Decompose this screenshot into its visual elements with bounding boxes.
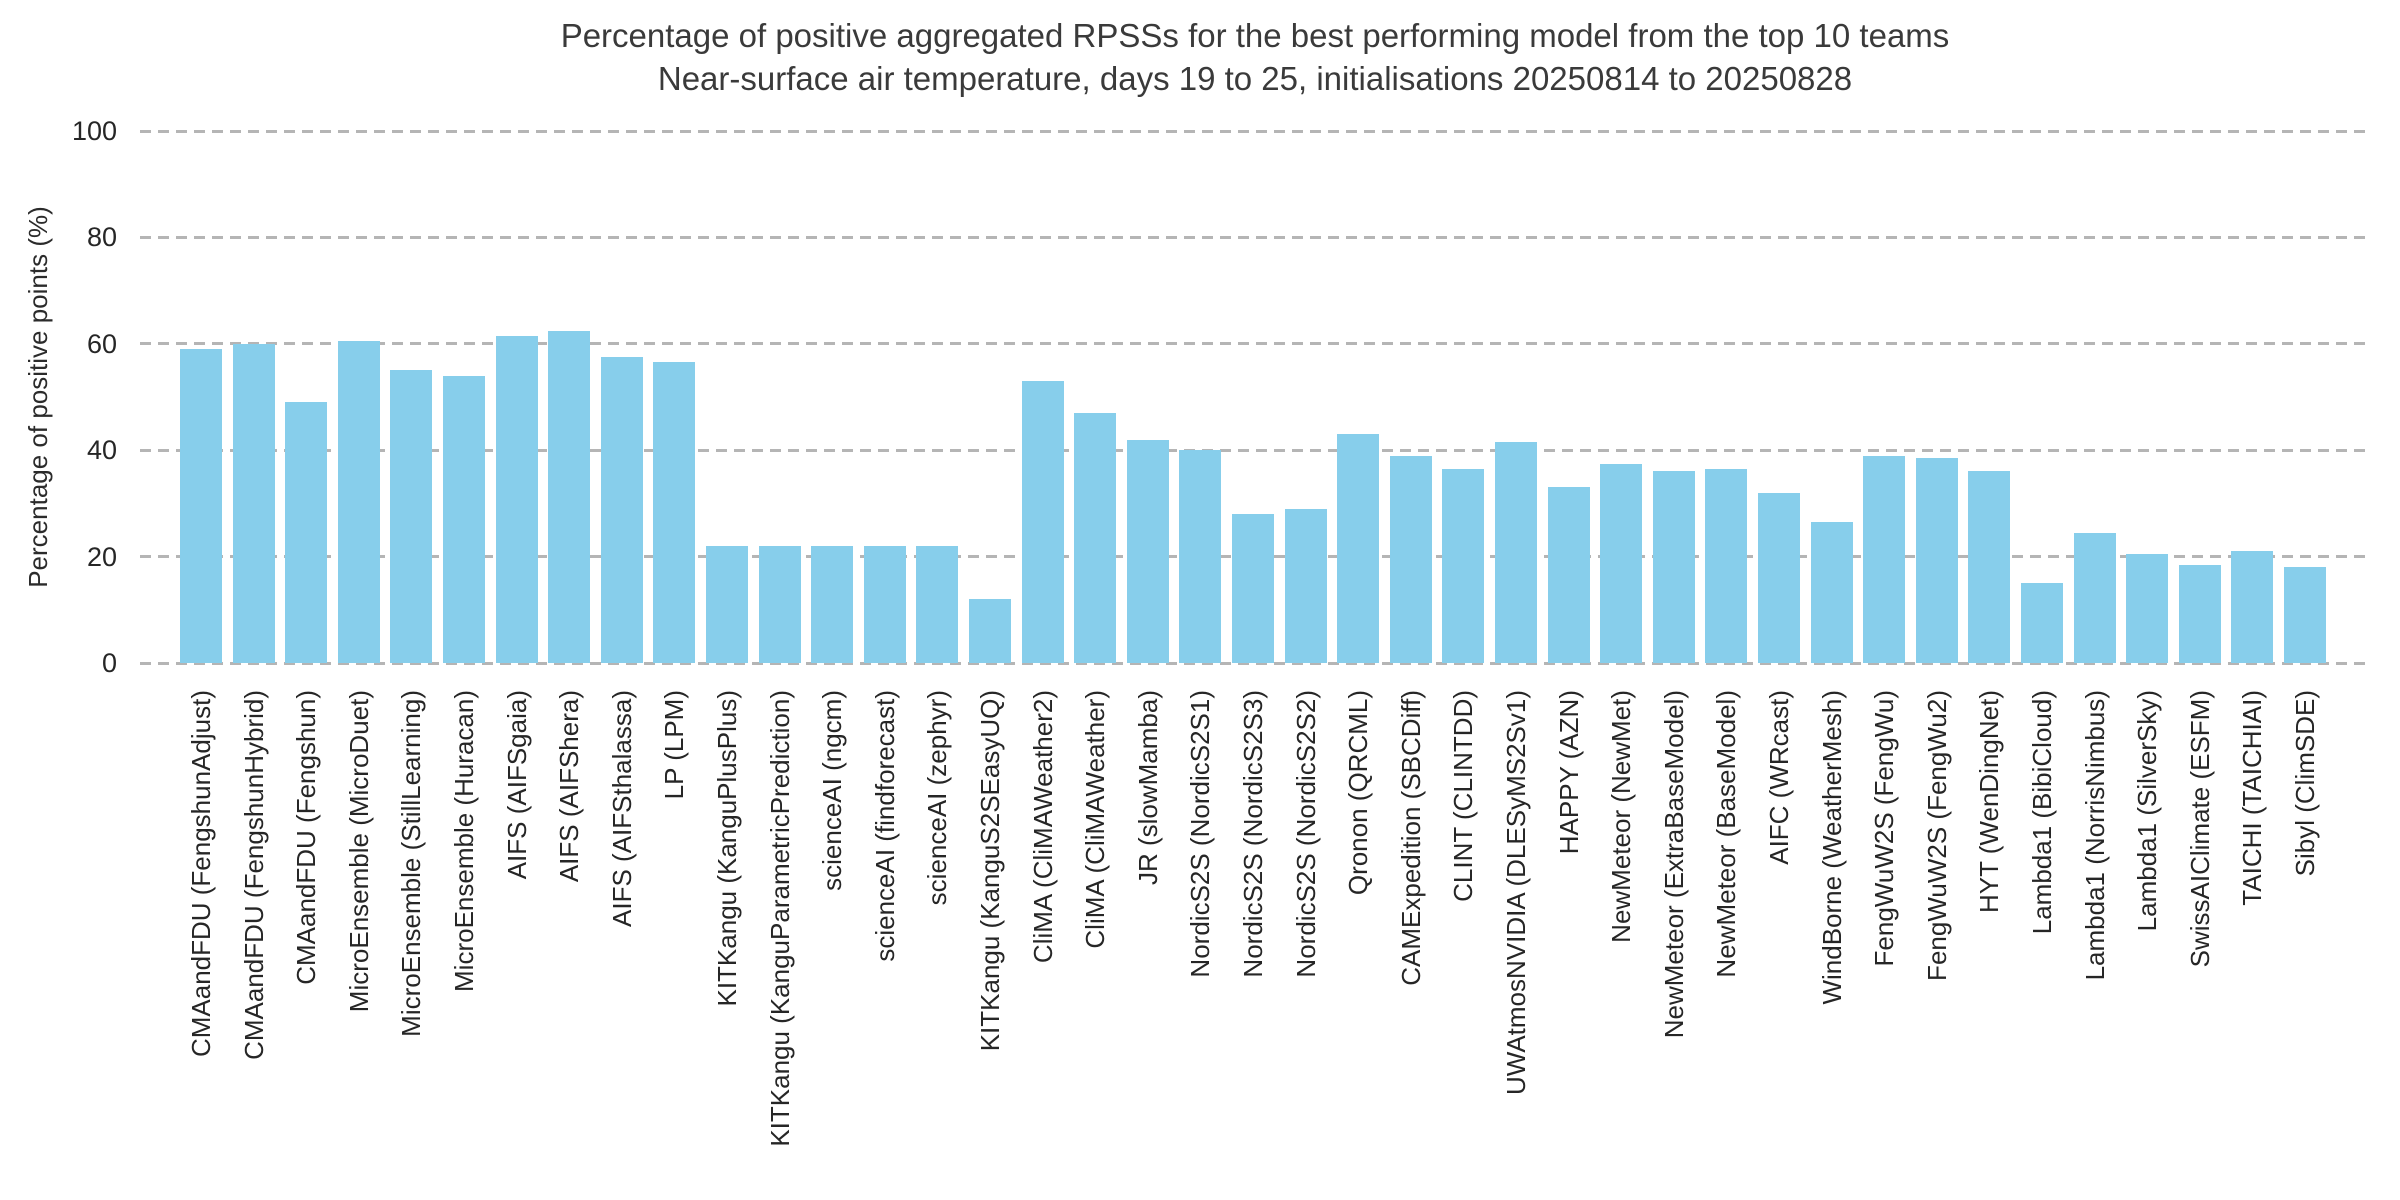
- bar: [2178, 564, 2221, 663]
- bar: [337, 341, 380, 663]
- x-tick-label: NewMeteor (BaseModel): [1711, 690, 1742, 978]
- bar: [1758, 492, 1800, 663]
- x-tick-label: MicroEnsemble (Huracan): [449, 690, 479, 992]
- x-tick-label: CliMA (CliMAWeather2): [1027, 690, 1058, 964]
- x-tick-label: MicroEnsemble (StillLearning): [396, 690, 427, 1037]
- bar: [600, 357, 643, 663]
- bar: [706, 545, 748, 663]
- bar: [2231, 551, 2274, 663]
- bar: [2284, 567, 2326, 663]
- x-tick-label: NewMeteor (ExtraBaseModel): [1658, 690, 1689, 1039]
- bar: [390, 370, 433, 663]
- x-tick-label: HAPPY (AZN): [1553, 690, 1584, 855]
- bar: [969, 599, 1011, 663]
- bar: [653, 362, 696, 663]
- gridline-100: [140, 129, 2370, 133]
- bar: [1126, 439, 1169, 663]
- bar: [1074, 412, 1117, 663]
- x-tick-label: LP (LPM): [659, 690, 690, 800]
- bar: [495, 335, 538, 663]
- bar: [1179, 450, 1222, 663]
- bar: [232, 343, 275, 663]
- bar: [1915, 458, 1958, 663]
- x-tick-label: AIFC (WRcast): [1764, 690, 1794, 865]
- chart-title: Percentage of positive aggregated RPSSs …: [560, 17, 1950, 54]
- x-tick-label: FengWuW2S (FengWu2): [1921, 690, 1952, 981]
- x-tick-label: NordicS2S (NordicS2S2): [1290, 690, 1321, 978]
- y-tick-label-40: 40: [86, 435, 117, 466]
- bar: [180, 349, 222, 663]
- bar: [1600, 463, 1643, 663]
- x-tick-label: JR (slowMamba): [1132, 690, 1163, 886]
- y-tick-label-20: 20: [86, 541, 117, 572]
- bar: [1389, 455, 1432, 663]
- plot-area: [140, 129, 2370, 665]
- x-tick-label: AIFS (AIFSgaia): [501, 690, 532, 880]
- y-tick-label-60: 60: [86, 328, 117, 359]
- bar: [1495, 442, 1537, 663]
- bar: [1968, 471, 2011, 663]
- bar: [285, 402, 328, 663]
- x-tick-label: NewMeteor (NewMet): [1606, 690, 1637, 943]
- x-tick-label: CLINT (CLINTDD): [1448, 690, 1479, 902]
- y-axis-label: Percentage of positive points (%): [23, 206, 53, 588]
- x-tick-label: CMAandFDU (FengshunHybrid): [238, 690, 269, 1060]
- bar: [2073, 532, 2116, 663]
- x-tick-label: HYT (WenDingNet): [1974, 690, 2005, 913]
- bar: [1337, 434, 1380, 663]
- bar: [548, 330, 591, 663]
- title-block: Percentage of positive aggregated RPSSs …: [140, 14, 2370, 100]
- bar: [1021, 381, 1064, 663]
- gridline-60: [140, 342, 2370, 346]
- x-tick-label: AIFS (AIFShera): [554, 690, 585, 883]
- x-tick-label: Lambda1 (NorrisNimbus): [2079, 690, 2110, 981]
- x-tick-label: KITKangu (KanguPlusPlus): [712, 690, 742, 1007]
- x-tick-label: WindBorne (WeatherMesh): [1816, 690, 1847, 1005]
- x-tick-label: MicroEnsemble (MicroDuet): [343, 690, 374, 1013]
- x-tick-label: UWAtmosNVIDIA (DLESyMS2Sv1): [1501, 690, 1531, 1096]
- x-tick-label: Sibyl (ClimSDE): [2290, 690, 2320, 877]
- bar: [1652, 471, 1695, 663]
- x-tick-label: scienceAI (ngcm): [817, 690, 848, 891]
- x-tick-label: Qronon (QRCML): [1343, 690, 1374, 896]
- bar: [1810, 522, 1853, 663]
- x-tick-label: FengWuW2S (FengWu): [1869, 690, 1900, 967]
- x-tick-label: KITKangu (KanguS2SEasyUQ): [975, 690, 1005, 1052]
- y-tick-label-100: 100: [71, 116, 117, 146]
- gridline-40: [140, 448, 2370, 452]
- y-tick-label-80: 80: [86, 222, 117, 253]
- y-tick-label-0: 0: [101, 648, 117, 678]
- x-tick-label: Lambda1 (SilverSky): [2132, 690, 2163, 932]
- bar: [1863, 455, 1906, 663]
- x-tick-label: CMAandFDU (FengshunAdjust): [186, 690, 216, 1058]
- chart-subtitle: Near-surface air temperature, days 19 to…: [657, 60, 1853, 97]
- x-tick-label: SwissAIClimate (ESFM): [2184, 690, 2215, 968]
- x-tick-label: KITKangu (KanguParametricPrediction): [764, 690, 795, 1147]
- bar: [811, 545, 854, 663]
- x-tick-label: CliMA (CliMAWeather): [1080, 690, 1111, 949]
- x-tick-label: Lambda1 (BibiCloud): [2027, 690, 2057, 935]
- bar: [863, 545, 906, 663]
- x-tick-label: CAMExpedition (SBCDiff): [1395, 690, 1426, 986]
- gridline-0: [140, 661, 2370, 665]
- bar: [1232, 514, 1274, 663]
- bar: [916, 545, 959, 663]
- bar: [1705, 468, 1748, 663]
- bar: [2126, 553, 2169, 663]
- x-tick-label: TAICHI (TAICHIAI): [2237, 690, 2268, 906]
- bar: [1442, 468, 1485, 663]
- bar: [2021, 583, 2063, 663]
- bar: [1284, 508, 1327, 663]
- bar: [1547, 487, 1590, 663]
- bar: [758, 545, 801, 663]
- x-tick-label: scienceAI (zephyr): [922, 690, 953, 906]
- x-tick-label: CMAandFDU (Fengshun): [291, 690, 322, 985]
- x-tick-label: scienceAI (findforecast): [869, 690, 900, 962]
- x-tick-label: NordicS2S (NordicS2S1): [1185, 690, 1216, 978]
- bar: [443, 375, 485, 663]
- x-tick-label: NordicS2S (NordicS2S3): [1238, 690, 1268, 978]
- x-tick-label: AIFS (AIFSthalassa): [606, 690, 637, 927]
- gridline-80: [140, 235, 2370, 239]
